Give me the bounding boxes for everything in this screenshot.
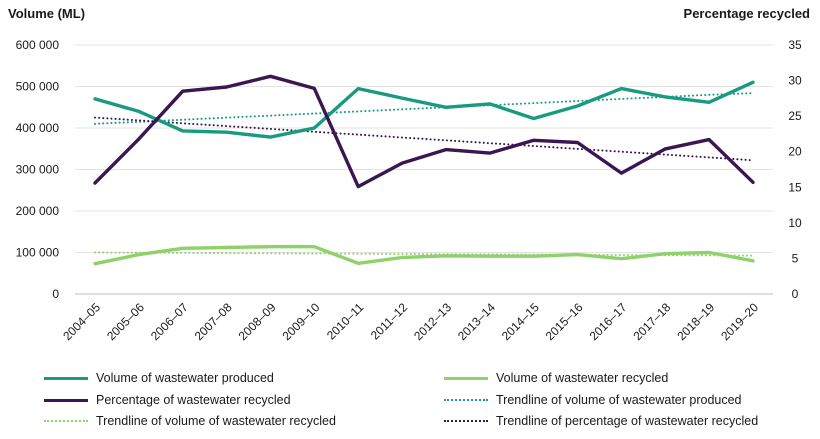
right-tick-label: 10 xyxy=(788,216,802,230)
legend-swatch xyxy=(44,376,88,380)
left-axis-ticks: 0 100 000 200 000 300 000 400 000 500 000 600 … xyxy=(16,38,60,301)
x-tick-label: 2016–17 xyxy=(587,300,630,343)
gridlines xyxy=(75,44,773,295)
legend-label: Trendline of volume of wastewater produc… xyxy=(496,393,742,407)
right-axis-ticks: 0 5 10 15 20 25 30 35 xyxy=(788,38,802,301)
legend-label: Percentage of wastewater recycled xyxy=(96,393,291,407)
left-axis-title: Volume (ML) xyxy=(8,6,86,21)
right-tick-label: 20 xyxy=(788,145,802,159)
legend-swatch xyxy=(44,420,88,422)
x-tick-label: 2005–06 xyxy=(104,300,147,343)
x-tick-label: 2011–12 xyxy=(368,300,411,343)
left-tick-label: 100 000 xyxy=(16,246,60,260)
legend-label: Volume of wastewater recycled xyxy=(496,371,669,385)
x-tick-label: 2015–16 xyxy=(543,300,586,343)
series-line-0 xyxy=(93,80,755,139)
series-line-2 xyxy=(93,74,755,189)
legend-label: Trendline of percentage of wastewater re… xyxy=(496,414,759,428)
x-axis-ticks: 2004–05 2005–06 2006–07 2007–08 2008–09 2009–… xyxy=(60,300,761,343)
left-tick-label: 500 000 xyxy=(16,80,60,94)
x-tick-label: 2019–20 xyxy=(718,300,761,343)
legend-item-trend-volume-produced: Trendline of volume of wastewater produc… xyxy=(444,390,742,410)
left-tick-label: 300 000 xyxy=(16,163,60,177)
legend: Volume of wastewater produced Volume of … xyxy=(44,368,814,434)
trendline-5 xyxy=(94,116,754,162)
right-axis-title: Percentage recycled xyxy=(683,6,810,21)
legend-swatch xyxy=(444,399,488,401)
legend-label: Volume of wastewater produced xyxy=(96,371,274,385)
left-tick-label: 200 000 xyxy=(16,204,60,218)
left-tick-label: 400 000 xyxy=(16,121,60,135)
legend-item-percentage-recycled: Percentage of wastewater recycled xyxy=(44,390,291,410)
right-tick-label: 35 xyxy=(788,38,802,52)
right-tick-label: 5 xyxy=(792,251,799,265)
right-tick-label: 30 xyxy=(788,74,802,88)
x-tick-label: 2018–19 xyxy=(674,300,717,343)
x-tick-label: 2012–13 xyxy=(411,300,454,343)
x-tick-label: 2008–09 xyxy=(236,300,279,343)
left-tick-label: 0 xyxy=(52,287,59,301)
series-line-1 xyxy=(93,244,755,266)
trendline-3 xyxy=(94,92,754,125)
x-tick-label: 2004–05 xyxy=(60,300,103,343)
x-tick-label: 2010–11 xyxy=(324,300,367,343)
x-tick-label: 2009–10 xyxy=(280,300,323,343)
x-tick-label: 2014–15 xyxy=(499,300,542,343)
legend-item-trend-percentage-recycled: Trendline of percentage of wastewater re… xyxy=(444,411,758,431)
x-tick-label: 2006–07 xyxy=(148,300,191,343)
x-tick-label: 2017–18 xyxy=(630,300,673,343)
right-tick-label: 25 xyxy=(788,109,802,123)
right-tick-label: 0 xyxy=(792,287,799,301)
legend-swatch xyxy=(444,376,488,380)
legend-item-volume-recycled: Volume of wastewater recycled xyxy=(444,368,668,388)
left-tick-label: 600 000 xyxy=(16,38,60,52)
series-lines xyxy=(93,74,755,266)
legend-item-volume-produced: Volume of wastewater produced xyxy=(44,368,274,388)
legend-label: Trendline of volume of wastewater recycl… xyxy=(96,414,336,428)
x-tick-label: 2007–08 xyxy=(192,300,235,343)
trendline-4 xyxy=(94,251,754,257)
legend-swatch xyxy=(44,398,88,402)
right-tick-label: 15 xyxy=(788,180,802,194)
legend-swatch xyxy=(444,420,488,422)
x-tick-label: 2013–14 xyxy=(455,300,498,343)
legend-item-trend-volume-recycled: Trendline of volume of wastewater recycl… xyxy=(44,411,336,431)
